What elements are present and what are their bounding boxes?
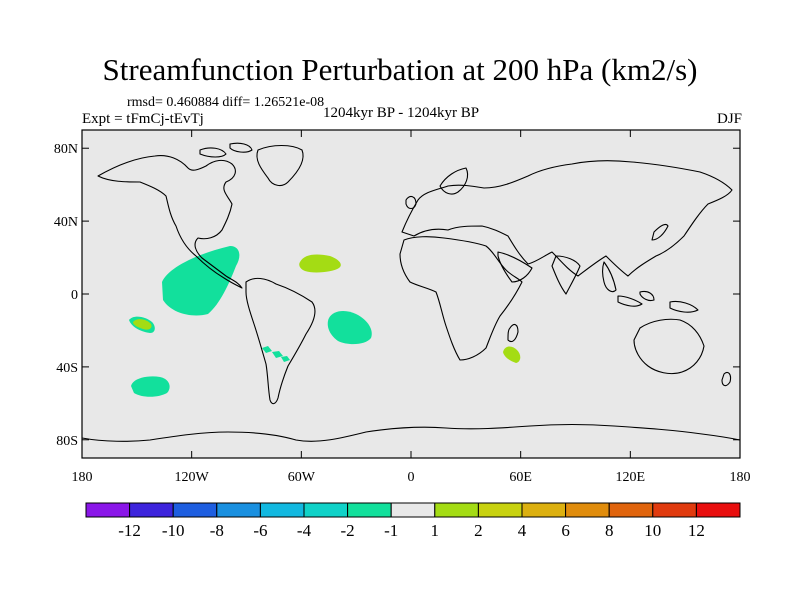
stats-line: rmsd= 0.460884 diff= 1.26521e-08 — [127, 95, 325, 110]
colorbar-label: 1 — [431, 521, 440, 540]
colorbar-swatch — [303, 502, 349, 518]
colorbar-label: -6 — [253, 521, 267, 540]
colorbar: -12 -10 -8 -6 -4 -2 -1 1 2 4 6 8 10 12 — [85, 502, 741, 540]
colorbar-swatch — [652, 502, 697, 518]
y-tick-label: 0 — [71, 288, 78, 303]
x-tick-label: 0 — [408, 470, 415, 485]
anomaly-south-pacific-negative — [131, 376, 170, 397]
x-tick-label: 120W — [175, 470, 210, 485]
anomaly-south-pacific-positive — [133, 319, 152, 330]
anomaly-south-atlantic-negative — [327, 310, 372, 345]
colorbar-swatch — [390, 502, 436, 518]
y-axis: 80N 40N 0 40S 80S — [54, 142, 740, 449]
x-tick-label: 120E — [616, 470, 646, 485]
x-tick-label: 180 — [72, 470, 93, 485]
colorbar-swatch — [608, 502, 654, 518]
x-tick-label: 60E — [509, 470, 532, 485]
colorbar-label: 2 — [474, 521, 483, 540]
colorbar-label: 8 — [605, 521, 614, 540]
chart-title: Streamfunction Perturbation at 200 hPa (… — [102, 52, 698, 87]
anomaly-north-atlantic-positive — [299, 254, 341, 273]
colorbar-label: -8 — [210, 521, 224, 540]
anomaly-madagascar-positive — [503, 346, 521, 363]
y-tick-label: 40S — [56, 361, 78, 376]
colorbar-label: -1 — [384, 521, 398, 540]
x-tick-label: 60W — [288, 470, 316, 485]
colorbar-label: 4 — [518, 521, 527, 540]
season-label: DJF — [716, 111, 742, 127]
colorbar-swatch — [85, 502, 131, 518]
y-tick-label: 80S — [56, 434, 78, 449]
y-tick-label: 80N — [54, 142, 78, 157]
colorbar-swatch — [521, 502, 567, 518]
colorbar-label: 12 — [688, 521, 705, 540]
x-axis: 180 120W 60W 0 60E 120E 180 — [72, 130, 751, 485]
colorbar-swatch — [434, 502, 479, 518]
colorbar-label: -12 — [118, 521, 141, 540]
colorbar-label: 6 — [561, 521, 570, 540]
colorbar-label: -10 — [162, 521, 185, 540]
colorbar-swatch — [347, 502, 392, 518]
colorbar-swatch — [565, 502, 610, 518]
x-tick-label: 180 — [730, 470, 751, 485]
anomaly-east-pacific-negative — [162, 246, 240, 316]
experiment-label: Expt = tFmCj-tEvTj — [82, 111, 204, 127]
coastlines — [82, 142, 740, 442]
colorbar-swatch — [129, 502, 174, 518]
y-tick-label: 40N — [54, 215, 78, 230]
period-label: 1204kyr BP - 1204kyr BP — [323, 105, 480, 121]
colorbar-swatch — [172, 502, 218, 518]
colorbar-swatch — [477, 502, 523, 518]
anomaly-chile-offshore-negative — [262, 346, 290, 362]
colorbar-swatch — [695, 502, 741, 518]
colorbar-label: -4 — [297, 521, 312, 540]
colorbar-label: 10 — [644, 521, 661, 540]
colorbar-label: -2 — [341, 521, 355, 540]
colorbar-swatch — [259, 502, 305, 518]
colorbar-swatch — [216, 502, 261, 518]
